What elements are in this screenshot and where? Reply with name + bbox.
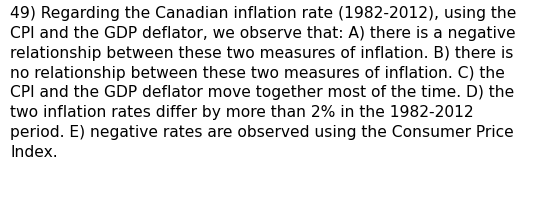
Text: 49) Regarding the Canadian inflation rate (1982-2012), using the
CPI and the GDP: 49) Regarding the Canadian inflation rat… [10,6,516,160]
